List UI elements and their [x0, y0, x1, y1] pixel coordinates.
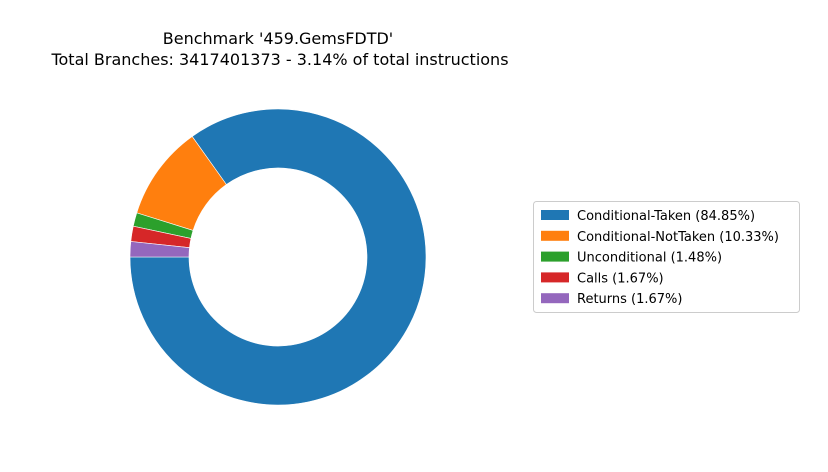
- chart-title-line-1: Benchmark '459.GemsFDTD': [163, 29, 393, 48]
- legend-label-conditional-nottaken: Conditional-NotTaken (10.33%): [577, 230, 779, 245]
- legend-label-returns: Returns (1.67%): [577, 292, 683, 307]
- chart-title: Benchmark '459.GemsFDTD' Total Branches:…: [50, 29, 508, 69]
- legend-frame: [533, 201, 800, 313]
- legend-label-conditional-taken: Conditional-Taken (84.85%): [577, 209, 755, 224]
- legend-swatch-conditional-nottaken: [541, 230, 569, 241]
- legend-swatch-unconditional: [541, 251, 569, 262]
- chart-title-line-2: Total Branches: 3417401373 - 3.14% of to…: [50, 50, 508, 69]
- legend: Conditional-Taken (84.85%) Conditional-No…: [533, 201, 800, 313]
- legend-swatch-returns: [541, 293, 569, 304]
- legend-swatch-conditional-taken: [541, 210, 569, 220]
- donut-slices: [129, 108, 427, 406]
- legend-label-unconditional: Unconditional (1.48%): [577, 251, 722, 266]
- legend-label-calls: Calls (1.67%): [577, 271, 664, 286]
- donut-slice-conditional-taken: [129, 108, 427, 406]
- donut-slice-returns: [129, 241, 190, 258]
- legend-swatch-calls: [541, 272, 569, 283]
